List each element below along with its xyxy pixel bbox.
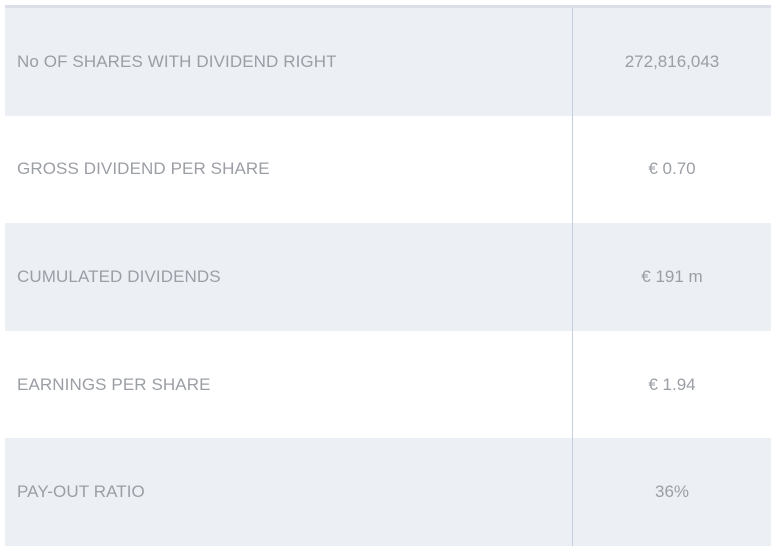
table-row: GROSS DIVIDEND PER SHARE € 0.70 [5,115,771,224]
row-value-shares-with-dividend-right: 272,816,043 [624,51,720,71]
row-label-cumulated-dividends: CUMULATED DIVIDENDS [5,223,573,331]
dividend-table: No OF SHARES WITH DIVIDEND RIGHT 272,816… [5,5,771,546]
row-value-gross-dividend-per-share: € 0.70 [648,159,696,179]
table-row: CUMULATED DIVIDENDS € 191 m [5,223,771,331]
row-label-gross-dividend-per-share: GROSS DIVIDEND PER SHARE [5,115,573,224]
table-row: PAY-OUT RATIO 36% [5,438,771,546]
row-label-earnings-per-share: EARNINGS PER SHARE [5,330,573,439]
row-label-shares-with-dividend-right: No OF SHARES WITH DIVIDEND RIGHT [5,8,573,116]
table-row: EARNINGS PER SHARE € 1.94 [5,330,771,439]
row-value-earnings-per-share: € 1.94 [648,374,696,394]
row-label-pay-out-ratio: PAY-OUT RATIO [5,438,573,546]
row-value-cumulated-dividends: € 191 m [641,266,703,286]
row-value-pay-out-ratio: 36% [654,482,690,502]
table-row: No OF SHARES WITH DIVIDEND RIGHT 272,816… [5,8,771,116]
